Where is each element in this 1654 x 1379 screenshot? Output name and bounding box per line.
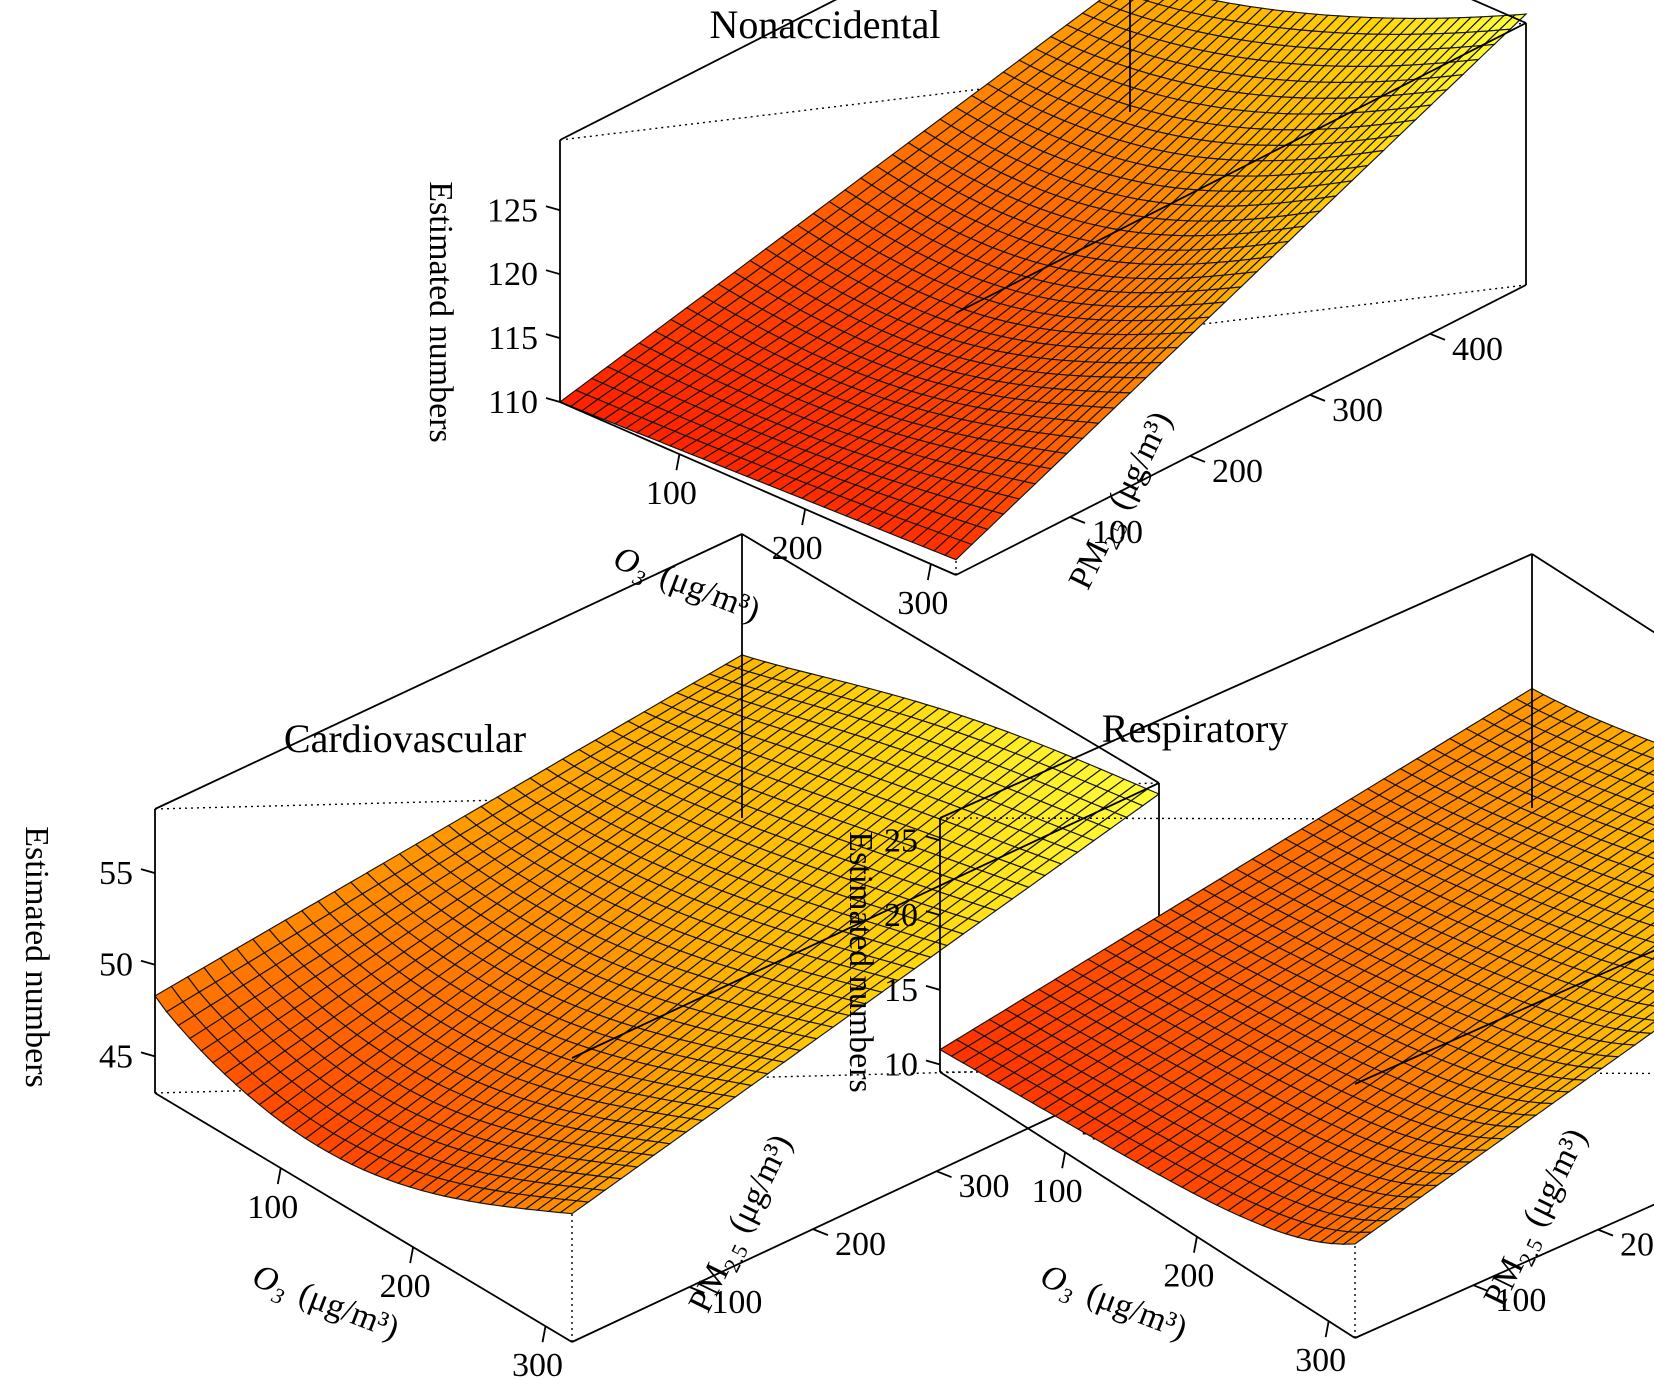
x-tick-label: 300 [512, 1347, 563, 1379]
x-tick-label: 300 [1295, 1342, 1346, 1379]
box-edge [154, 533, 743, 810]
x-tick-label: 300 [897, 585, 948, 622]
surface-mesh [938, 687, 1654, 1245]
x-tick [801, 508, 807, 526]
x-tick [1324, 1320, 1330, 1338]
z-axis: 110 115 120 125 [487, 192, 561, 421]
surface-mesh [154, 654, 1161, 1215]
y-tick-label: 100 [1495, 1282, 1546, 1319]
x-tick-label: 100 [1032, 1173, 1083, 1210]
x-tick-label: 100 [247, 1189, 298, 1226]
z-axis-label: Estimated numbers [842, 831, 879, 1093]
y-tick [1429, 333, 1446, 341]
y-tick-label: 300 [959, 1168, 1010, 1205]
x-tick-label: 200 [772, 530, 823, 567]
y-tick [1189, 455, 1206, 463]
y-tick-label: 400 [1452, 331, 1503, 368]
z-tick [925, 835, 941, 842]
y-tick [1597, 1228, 1614, 1237]
z-tick [545, 205, 561, 212]
x-tick [541, 1326, 547, 1343]
box-edge [559, 401, 957, 576]
box-edge [1531, 553, 1654, 634]
x-tick [926, 563, 932, 581]
y-tick [936, 1170, 952, 1179]
box-edge [939, 553, 1533, 819]
x-tick [276, 1167, 282, 1185]
x-axis: 100 200 300 [646, 454, 948, 622]
box-edge [939, 1071, 1356, 1339]
z-tick-label: 115 [488, 320, 538, 357]
surface-facet [1341, 1231, 1374, 1245]
z-tick [140, 959, 156, 966]
panel-respiratory: Respiratory 10 15 20 25 100 200 300 100 200 300… [842, 553, 1654, 1379]
x-tick-label: 200 [1163, 1258, 1214, 1295]
y-tick-label: 300 [1332, 392, 1383, 429]
y-tick [1309, 394, 1326, 402]
y-tick [1069, 516, 1086, 524]
chart-title: Nonaccidental [710, 2, 941, 47]
z-axis-label: Estimated numbers [18, 826, 55, 1088]
x-tick [1061, 1152, 1067, 1169]
x-tick [1193, 1236, 1198, 1253]
y-tick-label: 100 [711, 1284, 762, 1321]
z-tick-label: 125 [487, 192, 538, 229]
x-tick [409, 1246, 415, 1264]
z-tick-label: 20 [884, 897, 918, 934]
z-tick [140, 868, 156, 874]
box-edge [559, 0, 838, 141]
z-tick-label: 15 [884, 972, 918, 1009]
z-tick [545, 333, 561, 339]
y-tick [1473, 1284, 1489, 1293]
box-edge [154, 1092, 573, 1343]
y-tick-label: 200 [1212, 453, 1263, 490]
box-edges [939, 553, 1654, 1339]
z-tick-label: 55 [99, 855, 133, 892]
z-tick [545, 269, 561, 276]
panel-cardiovascular: Cardiovascular 45 50 55 100 200 300 100 200 30… [18, 533, 1161, 1379]
z-tick [140, 1051, 156, 1058]
z-tick-label: 50 [99, 947, 133, 984]
z-tick [545, 397, 561, 403]
chart-title: Cardiovascular [284, 716, 526, 761]
z-tick [925, 1059, 941, 1066]
surface-facet [1647, 769, 1654, 776]
box-edge [955, 22, 1527, 314]
y-tick-label: 200 [835, 1226, 886, 1263]
y-tick [689, 1286, 705, 1294]
x-tick-label: 100 [646, 475, 697, 512]
z-tick-label: 120 [487, 256, 538, 293]
z-axis-label: Estimated numbers [422, 181, 459, 443]
z-tick-label: 110 [488, 384, 538, 421]
panel-nonaccidental: Nonaccidental 110 115 120 125 100 200 300 100… [422, 0, 1528, 629]
box-edge [571, 782, 1160, 1059]
z-tick [925, 984, 941, 991]
y-tick-label: 100 [1092, 514, 1143, 551]
y-tick-label: 200 [1620, 1227, 1654, 1264]
y-axis: 100 200 300 400 [1069, 331, 1503, 551]
chart-title: Respiratory [1102, 706, 1289, 751]
z-tick-label: 25 [884, 822, 918, 859]
box-edge [1354, 949, 1654, 1085]
z-axis: 45 50 55 [99, 855, 156, 1075]
x-tick [675, 454, 681, 471]
box-edge [741, 533, 1160, 784]
z-tick-label: 45 [99, 1038, 133, 1075]
z-tick-label: 10 [884, 1047, 918, 1084]
y-tick [812, 1228, 829, 1236]
x-tick-label: 200 [380, 1268, 431, 1305]
surface-mesh [558, 0, 1528, 561]
z-tick [925, 910, 941, 916]
z-axis: 10 15 20 25 [884, 822, 941, 1084]
surface-facet [943, 539, 973, 561]
box-edge [1354, 1203, 1654, 1339]
surface-facet [558, 1200, 590, 1215]
x-axis: 100 200 300 [1032, 1152, 1346, 1379]
x-axis: 100 200 300 [247, 1167, 563, 1379]
